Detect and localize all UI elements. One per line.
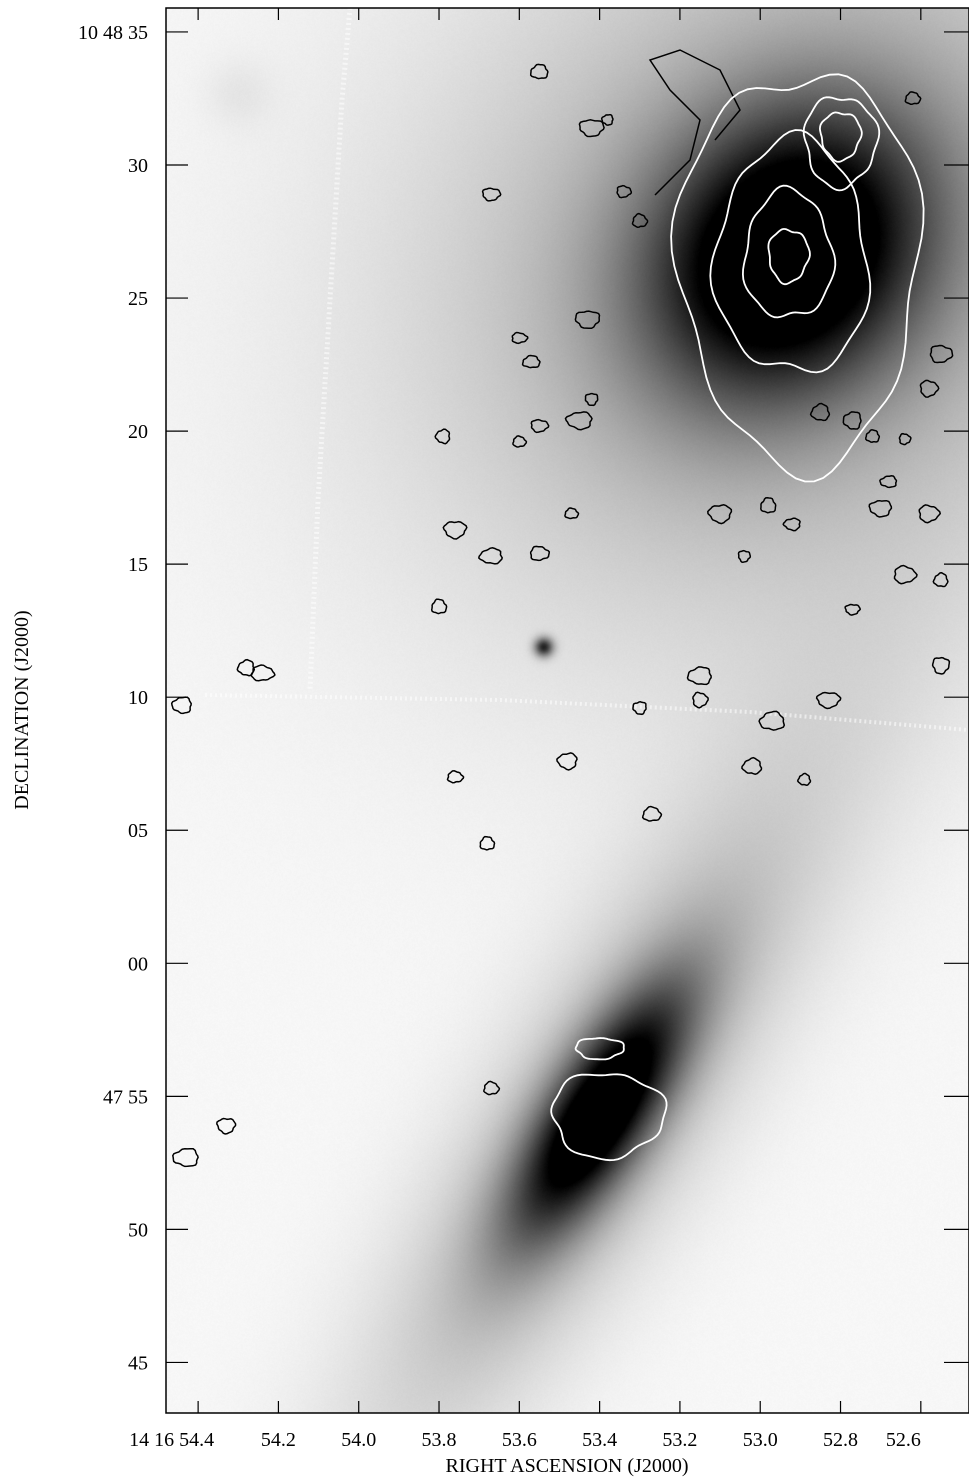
contour-black-19 <box>760 497 777 514</box>
contours-white <box>550 73 925 1162</box>
contour-black-50 <box>482 1080 501 1096</box>
contour-black-28 <box>918 504 942 524</box>
contour-black-26 <box>919 379 940 398</box>
contour-black-15 <box>616 184 633 199</box>
x-tick-label-7: 53.0 <box>743 1429 778 1451</box>
contour-black-49 <box>796 772 812 786</box>
contour-black-37 <box>250 664 276 682</box>
contour-black-18 <box>737 549 752 563</box>
x-tick-label-4: 53.6 <box>502 1429 537 1451</box>
y-tick-label-10: 45 <box>128 1352 148 1374</box>
contour-black-8 <box>521 354 541 369</box>
x-axis-title: RIGHT ASCENSION (J2000) <box>446 1455 689 1477</box>
x-tick-label-5: 53.4 <box>582 1429 617 1451</box>
x-tick-label-3: 53.8 <box>422 1429 457 1451</box>
contour-black-34 <box>434 428 451 445</box>
contour-black-16 <box>529 63 549 80</box>
contour-black-45 <box>479 835 496 851</box>
contour-black-1 <box>477 547 504 565</box>
contour-black-17 <box>707 504 733 525</box>
contour-black-24 <box>879 475 898 489</box>
contour-black-32 <box>931 656 951 675</box>
contour-black-9 <box>529 545 551 562</box>
y-tick-label-8: 47 55 <box>103 1086 148 1108</box>
y-tick-label-7: 00 <box>128 953 148 975</box>
y-tick-label-4: 15 <box>128 554 148 576</box>
contour-black-52 <box>172 1147 199 1168</box>
contour-black-41 <box>632 701 647 716</box>
contour-white-6 <box>550 1073 668 1162</box>
contour-black-25 <box>898 432 912 446</box>
image-seam-horizontal <box>204 693 969 732</box>
contour-black-22 <box>842 411 862 430</box>
contour-black-3 <box>530 418 550 434</box>
y-tick-label-9: 50 <box>128 1219 148 1241</box>
contour-black-40 <box>692 691 709 709</box>
contour-white-7 <box>574 1037 625 1061</box>
contour-white-3 <box>670 73 925 483</box>
contour-black-14 <box>631 212 649 229</box>
contour-white-5 <box>818 111 863 163</box>
contour-black-23 <box>865 429 881 443</box>
contour-black-35 <box>430 598 448 615</box>
contour-black-27 <box>929 344 954 364</box>
contour-black-47 <box>758 710 786 731</box>
x-tick-label-6: 53.2 <box>662 1429 697 1451</box>
plot-area <box>166 8 969 1413</box>
contour-black-21 <box>809 402 831 422</box>
contour-black-43 <box>446 770 465 784</box>
contour-black-46 <box>815 691 842 710</box>
plot-frame <box>165 7 969 1414</box>
x-tick-label-8: 52.8 <box>823 1429 858 1451</box>
contour-black-0 <box>442 520 468 540</box>
contour-white-1 <box>741 184 837 319</box>
x-tick-label-0: 14 16 54.4 <box>129 1429 214 1451</box>
x-tick-label-2: 54.0 <box>341 1429 376 1451</box>
contour-black-12 <box>578 119 605 138</box>
image-seam-vertical <box>307 8 353 691</box>
contour-black-29 <box>868 499 893 518</box>
contour-black-7 <box>511 331 529 345</box>
contour-black-11 <box>574 310 601 330</box>
contour-black-4 <box>564 411 593 431</box>
y-tick-label-2: 25 <box>128 288 148 310</box>
y-tick-label-1: 30 <box>128 155 148 177</box>
x-axis: 14 16 54.4 54.2 54.0 53.8 53.6 53.4 53.2 53.0 52… <box>129 8 922 1451</box>
y-axis-title: DECLINATION (J2000) <box>11 610 33 809</box>
contour-black-39 <box>686 666 712 686</box>
y-tick-label-5: 10 <box>128 687 148 709</box>
y-tick-label-3: 20 <box>128 421 148 443</box>
contour-black-48 <box>741 756 763 775</box>
y-tick-label-0: 10 48 35 <box>78 22 148 44</box>
contour-black-42 <box>556 752 578 771</box>
contour-black-2 <box>512 435 528 448</box>
contour-black-51 <box>216 1117 237 1135</box>
contour-black-44 <box>641 805 663 822</box>
contour-black-30 <box>893 564 918 585</box>
y-tick-label-6: 05 <box>128 820 148 842</box>
contour-black-54 <box>823 169 841 182</box>
contour-white-4 <box>802 96 881 192</box>
contour-black-20 <box>782 517 801 532</box>
contour-black-13 <box>600 113 614 126</box>
grayscale-image <box>166 8 969 1413</box>
contour-black-31 <box>932 572 949 588</box>
contour-white-0 <box>767 228 811 286</box>
x-tick-label-9: 52.6 <box>886 1429 921 1451</box>
y-axis: 10 48 35 30 25 20 15 10 05 00 47 55 50 45 <box>78 22 969 1374</box>
contour-black-10 <box>564 507 580 520</box>
contour-black-33 <box>844 603 862 616</box>
contour-black-53 <box>904 91 922 106</box>
x-tick-label-1: 54.2 <box>261 1429 296 1451</box>
contour-black-5 <box>584 392 599 407</box>
contour-black-6 <box>481 187 502 202</box>
contour-white-2 <box>709 129 872 374</box>
